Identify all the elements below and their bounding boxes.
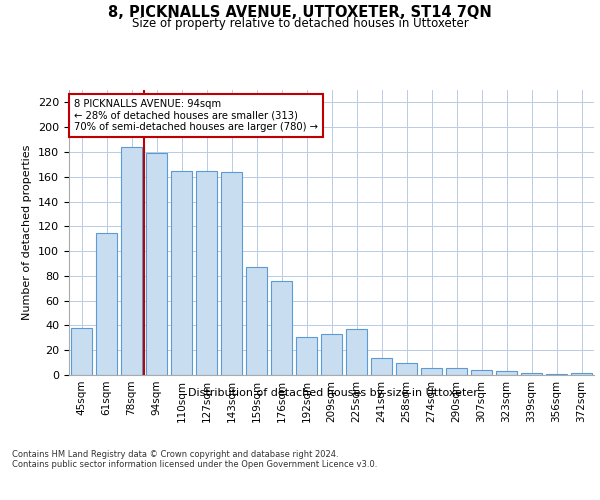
- Bar: [421, 368, 442, 375]
- Bar: [121, 147, 142, 375]
- Bar: [196, 170, 217, 375]
- Text: 8 PICKNALLS AVENUE: 94sqm
← 28% of detached houses are smaller (313)
70% of semi: 8 PICKNALLS AVENUE: 94sqm ← 28% of detac…: [74, 98, 318, 132]
- Bar: [271, 281, 292, 375]
- Bar: [221, 172, 242, 375]
- Bar: [146, 153, 167, 375]
- Y-axis label: Number of detached properties: Number of detached properties: [22, 145, 32, 320]
- Text: Size of property relative to detached houses in Uttoxeter: Size of property relative to detached ho…: [131, 18, 469, 30]
- Text: Distribution of detached houses by size in Uttoxeter: Distribution of detached houses by size …: [188, 388, 478, 398]
- Bar: [371, 358, 392, 375]
- Text: 8, PICKNALLS AVENUE, UTTOXETER, ST14 7QN: 8, PICKNALLS AVENUE, UTTOXETER, ST14 7QN: [108, 5, 492, 20]
- Bar: [171, 170, 192, 375]
- Bar: [396, 362, 417, 375]
- Bar: [496, 372, 517, 375]
- Bar: [71, 328, 92, 375]
- Bar: [321, 334, 342, 375]
- Bar: [546, 374, 567, 375]
- Text: Contains HM Land Registry data © Crown copyright and database right 2024.
Contai: Contains HM Land Registry data © Crown c…: [12, 450, 377, 469]
- Bar: [571, 372, 592, 375]
- Bar: [296, 336, 317, 375]
- Bar: [346, 329, 367, 375]
- Bar: [521, 372, 542, 375]
- Bar: [471, 370, 492, 375]
- Bar: [96, 232, 117, 375]
- Bar: [246, 267, 267, 375]
- Bar: [446, 368, 467, 375]
